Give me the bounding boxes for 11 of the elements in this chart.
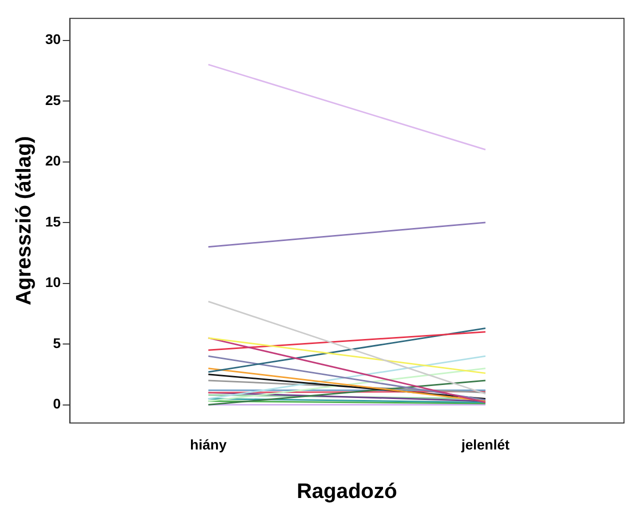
y-tick-label: 25 (45, 92, 61, 108)
x-tick-label: jelenlét (460, 436, 510, 452)
y-tick-label: 5 (52, 334, 61, 351)
y-tick-label: 20 (45, 152, 61, 169)
y-tick-label: 0 (52, 396, 61, 412)
y-axis-title: Agresszió (átlag) (12, 136, 36, 306)
x-tick-label: hiány (190, 436, 227, 452)
y-tick-label: 15 (45, 213, 61, 230)
x-axis-title: Ragadozó (296, 480, 398, 504)
y-tick-label: 10 (45, 274, 61, 290)
y-tick-label: 30 (45, 31, 61, 48)
